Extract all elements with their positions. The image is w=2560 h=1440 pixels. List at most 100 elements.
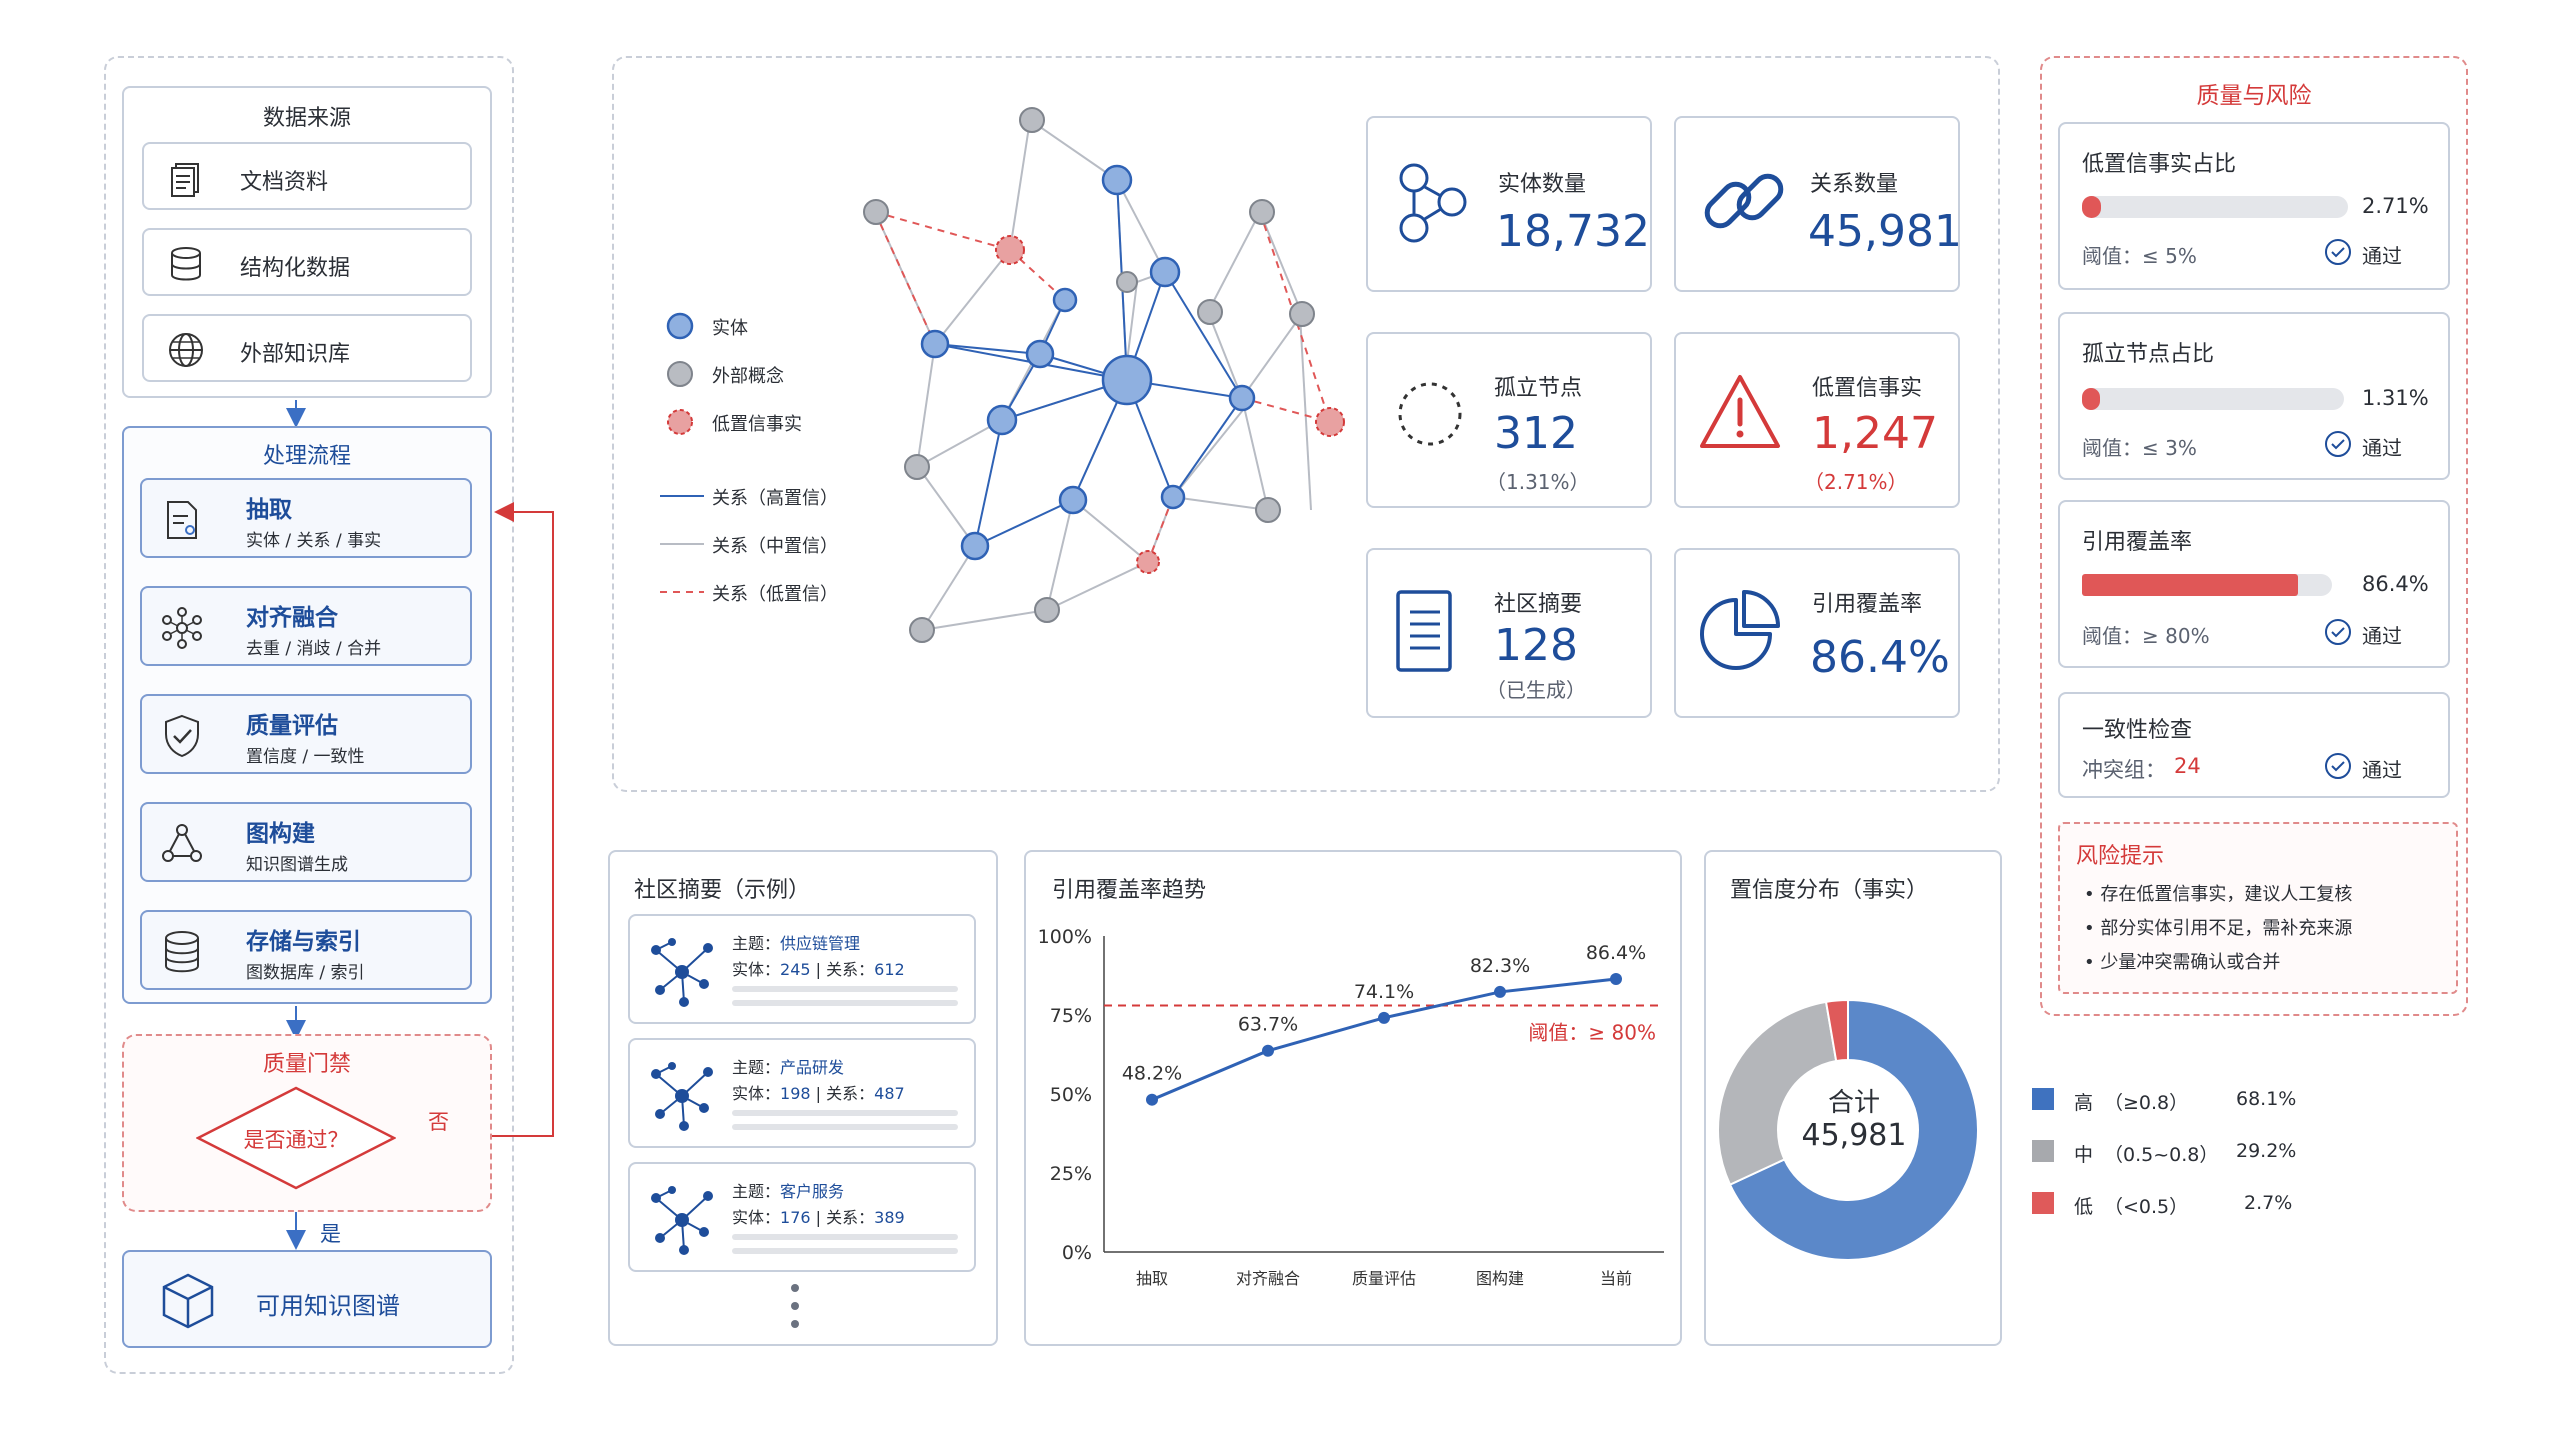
stat-label: 实体数量 [1498,172,1587,197]
cluster-icon [651,1186,713,1255]
metric-label: 低置信事实占比 [2082,152,2237,177]
community-item[interactable]: 主题：客户服务 实体：176 | 关系：389 [628,1162,976,1272]
data-point [1146,1093,1158,1106]
data-point [1262,1044,1274,1057]
data-point [1378,1011,1390,1024]
gate-no-label: 否 [428,1110,449,1134]
communities-title: 社区摘要（示例） [634,878,811,903]
stat-value: 86.4% [1810,632,1950,683]
legend-rel-high: 关系（高置信） [712,488,838,509]
more-ellipsis-icon[interactable] [788,1282,802,1332]
metric-card[interactable]: 引用覆盖率 86.4% 阈值：≥ 80% 通过 [2058,500,2450,668]
step-sub: 图数据库 / 索引 [246,963,365,983]
stat-label: 引用覆盖率 [1812,592,1923,617]
metric-card[interactable]: 孤立节点占比 1.31% 阈值：≤ 3% 通过 [2058,312,2450,480]
placeholder-line [732,1234,958,1240]
stat-card-relations[interactable]: 关系数量 45,981 [1674,116,1962,292]
risk-text: 存在低置信事实，建议人工复核 [2100,884,2353,905]
stat-card-coverage[interactable]: 引用覆盖率 86.4% [1674,548,1960,718]
community-item[interactable]: 主题：产品研发 实体：198 | 关系：487 [628,1038,976,1148]
stat-sub: （2.71%） [1804,470,1908,494]
y-tick-label: 50% [1050,1084,1092,1106]
x-tick-label: 质量评估 [1352,1269,1416,1288]
metric-threshold: 阈值：≤ 3% [2082,436,2197,460]
stat-card-summaries[interactable]: 社区摘要 128 （已生成） [1366,548,1652,718]
community-topic-row: 主题：供应链管理 [732,930,860,954]
stat-card-entities[interactable]: 实体数量 18,732 [1366,116,1652,292]
step-graph-build[interactable]: 图构建 知识图谱生成 [140,802,472,882]
legend-swatch-low [2032,1192,2054,1214]
step-title: 对齐融合 [246,605,338,631]
conflict-label: 冲突组： [2082,758,2166,782]
stat-value: 45,981 [1808,206,1962,257]
step-sub: 知识图谱生成 [246,855,348,875]
entity-count-label: 实体： [732,960,781,979]
data-label: 63.7% [1238,1014,1298,1036]
community-topic: 产品研发 [780,1058,845,1077]
risk-title: 风险提示 [2076,844,2165,869]
metric-bar-fill [2082,574,2298,596]
legend-rel-mid: 关系（中置信） [712,536,838,557]
donut-legend: 高 （≥0.8） 68.1% 中 （0.5~0.8） 29.2% 低 （<0.5… [2032,1082,2296,1232]
legend-external: 外部概念 [712,366,784,387]
link-icon [1704,173,1784,229]
rel-count: 389 [874,1208,905,1227]
stat-value: 1,247 [1812,408,1938,459]
source-item-external[interactable]: 外部知识库 [142,314,472,382]
consistency-status: 通过 [2362,758,2402,782]
stat-card-isolated[interactable]: 孤立节点 312 （1.31%） [1366,332,1652,508]
placeholder-line [732,986,958,992]
metric-label: 引用覆盖率 [2082,530,2193,555]
step-align-merge[interactable]: 对齐融合 去重 / 消歧 / 合并 [140,586,472,666]
metric-threshold: 阈值：≤ 5% [2082,244,2197,268]
confidence-donut-chart [1717,998,1979,1261]
gate-diamond[interactable] [196,1086,396,1190]
consistency-card[interactable]: 一致性检查 冲突组： 24 通过 [2058,692,2450,798]
sources-title: 数据来源 [262,106,351,131]
check-circle-icon [2325,753,2351,779]
gate-question: 是否通过？ [243,1128,349,1152]
step-sub: 去重 / 消歧 / 合并 [246,639,382,659]
y-tick-label: 75% [1050,1005,1092,1027]
legend-range: （≥0.8） [2104,1092,2189,1114]
document-icon [171,163,199,197]
donut-center-value: 45,981 [1801,1118,1907,1153]
source-item-documents[interactable]: 文档资料 [142,142,472,210]
risk-bullet: • 存在低置信事实，建议人工复核 [2084,884,2353,905]
metric-threshold: 阈值：≥ 80% [2082,624,2210,648]
step-storage-index[interactable]: 存储与索引 图数据库 / 索引 [140,910,472,990]
legend-swatch-mid [2032,1140,2054,1162]
placeholder-line [732,1248,958,1254]
stat-value: 312 [1494,408,1578,459]
source-item-structured[interactable]: 结构化数据 [142,228,472,296]
rel-count-label: 关系： [826,1208,875,1227]
output-knowledge-graph[interactable]: 可用知识图谱 [122,1250,492,1348]
legend-value: 68.1% [2236,1088,2297,1110]
stat-label: 孤立节点 [1494,376,1583,401]
entity-count: 245 [780,960,811,979]
step-title: 图构建 [246,821,315,847]
topic-label: 主题： [732,1182,781,1201]
database-icon [171,247,201,281]
metric-card[interactable]: 低置信事实占比 2.71% 阈值：≤ 5% 通过 [2058,122,2450,290]
network-icon [162,607,202,649]
entity-count-label: 实体： [732,1208,781,1227]
output-label: 可用知识图谱 [256,1292,400,1320]
donut-slice [1824,998,1849,1063]
quality-title: 质量与风险 [2196,83,2312,109]
metric-bar [2082,196,2348,218]
community-item[interactable]: 主题：供应链管理 实体：245 | 关系：612 [628,914,976,1024]
warning-icon [1700,375,1780,448]
step-quality-eval[interactable]: 质量评估 置信度 / 一致性 [140,694,472,774]
step-extract[interactable]: 抽取 实体 / 关系 / 事实 [140,478,472,558]
metric-value: 1.31% [2362,386,2429,410]
x-tick-label: 图构建 [1476,1269,1524,1288]
community-topic-row: 主题：客户服务 [732,1178,844,1202]
stat-sub: （已生成） [1486,678,1586,702]
gate-yes-label: 是 [320,1222,341,1246]
stat-card-lowconf[interactable]: 低置信事实 1,247 （2.71%） [1674,332,1960,508]
source-label: 结构化数据 [240,256,351,281]
check-circle-icon [2325,431,2351,457]
data-label: 82.3% [1470,955,1530,977]
graph-icon [162,824,202,862]
